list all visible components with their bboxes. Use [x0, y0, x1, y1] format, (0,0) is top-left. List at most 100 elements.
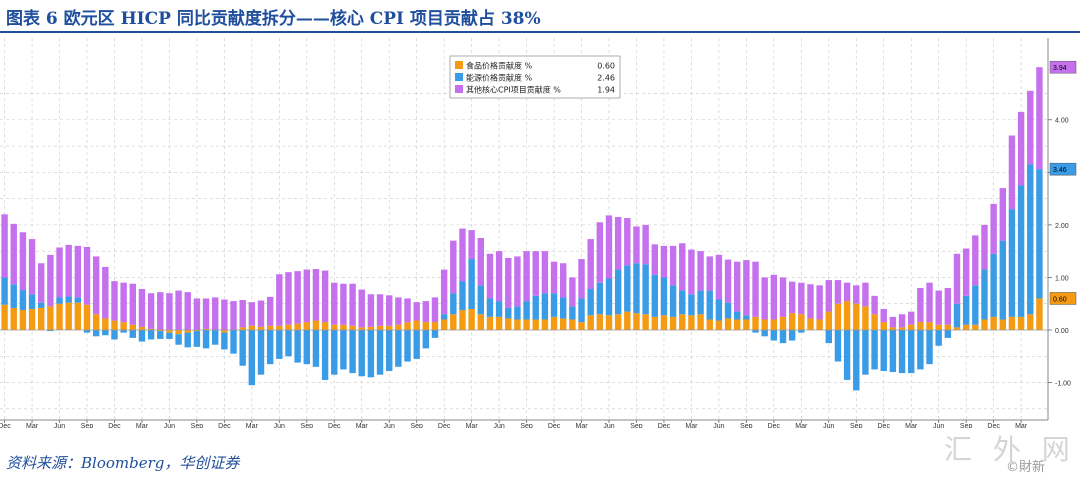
food-bar [505, 318, 512, 330]
food-bar [477, 314, 484, 330]
core-bar [981, 224, 988, 270]
energy-bar [276, 330, 283, 359]
core-bar [120, 282, 127, 323]
food-bar [202, 328, 210, 330]
core-bar [807, 284, 814, 319]
food-bar [862, 306, 869, 330]
core-bar [550, 261, 558, 294]
food-bar [65, 302, 72, 330]
end-value-box [1049, 60, 1077, 74]
energy-bar [92, 330, 100, 337]
x-tick-label: Jun [713, 423, 724, 428]
food-bar [266, 325, 274, 330]
core-bar [697, 251, 704, 291]
core-bar [614, 216, 622, 270]
food-bar [560, 318, 567, 330]
energy-bar [102, 330, 109, 336]
energy-bar [1017, 185, 1025, 317]
food-bar [321, 322, 329, 330]
legend-value: 0.60 [597, 62, 615, 71]
energy-bar [495, 301, 503, 317]
food-bar [440, 319, 448, 330]
food-bar [523, 319, 530, 330]
energy-bar [56, 297, 63, 304]
core-bar [770, 274, 778, 320]
energy-bar [312, 330, 320, 367]
energy-bar [880, 330, 887, 371]
energy-bar [331, 330, 338, 375]
food-bar [285, 324, 292, 330]
energy-bar [1027, 164, 1034, 315]
core-bar [541, 251, 549, 294]
core-bar [202, 298, 210, 329]
core-bar [752, 261, 759, 317]
energy-bar [743, 315, 750, 320]
core-bar [129, 283, 136, 325]
core-bar [834, 280, 842, 304]
food-bar [312, 320, 320, 330]
energy-bar [19, 290, 27, 311]
core-bar [477, 238, 484, 286]
core-bar [276, 274, 283, 326]
end-value-label: 3.46 [1053, 167, 1067, 174]
core-bar [569, 277, 576, 307]
energy-bar [358, 330, 365, 377]
food-bar [898, 327, 906, 330]
energy-bar [788, 330, 796, 341]
energy-bar [560, 297, 567, 319]
energy-bar [541, 293, 549, 320]
energy-bar [129, 330, 136, 338]
food-bar [303, 322, 310, 330]
y-tick-label: 2.00 [1055, 223, 1069, 230]
core-bar [816, 285, 823, 320]
food-bar [514, 319, 521, 330]
end-value-box [1049, 292, 1077, 305]
core-bar [871, 295, 878, 315]
core-bar [495, 251, 503, 302]
core-bar [166, 293, 173, 330]
energy-bar [825, 330, 832, 344]
x-tick-label: Sep [740, 423, 753, 428]
food-bar [276, 325, 283, 330]
core-bar [953, 253, 961, 304]
food-bar [340, 324, 347, 330]
x-tick-label: Sep [630, 423, 643, 428]
legend-swatch [455, 73, 463, 81]
food-bar [184, 330, 191, 333]
core-bar [239, 300, 246, 328]
core-bar [679, 243, 686, 291]
core-bar [1027, 90, 1034, 165]
core-bar [514, 256, 521, 307]
core-bar [825, 280, 832, 312]
food-bar [962, 324, 970, 330]
core-bar [761, 277, 768, 320]
core-bar [788, 281, 796, 314]
energy-bar [395, 330, 402, 367]
food-bar [486, 316, 494, 330]
energy-bar [550, 293, 558, 317]
food-bar [734, 319, 741, 330]
x-tick-label: Jun [933, 423, 944, 428]
x-tick-label: Dec [108, 423, 121, 428]
energy-bar [239, 330, 246, 366]
x-tick-label: Jun [274, 423, 285, 428]
x-axis: Dec Mar Jun Sep Dec Mar Jun Sep Dec Mar Jun Sep Dec M… [0, 419, 1048, 428]
legend-value: 2.46 [597, 74, 615, 83]
food-bar [990, 316, 997, 330]
x-tick-label: Mar [905, 423, 918, 428]
food-bar [495, 316, 503, 330]
energy-bar [65, 296, 72, 303]
core-bar [92, 256, 100, 315]
energy-bar [386, 330, 393, 371]
food-bar [19, 310, 27, 330]
food-bar [871, 314, 878, 330]
legend-swatch [455, 61, 463, 69]
energy-bar [853, 330, 860, 391]
energy-bar [651, 274, 658, 317]
core-bar [10, 223, 17, 285]
core-bar [578, 259, 585, 299]
energy-bar [202, 330, 210, 349]
food-bar [569, 319, 576, 330]
food-bar [853, 303, 860, 330]
food-bar [468, 308, 475, 330]
